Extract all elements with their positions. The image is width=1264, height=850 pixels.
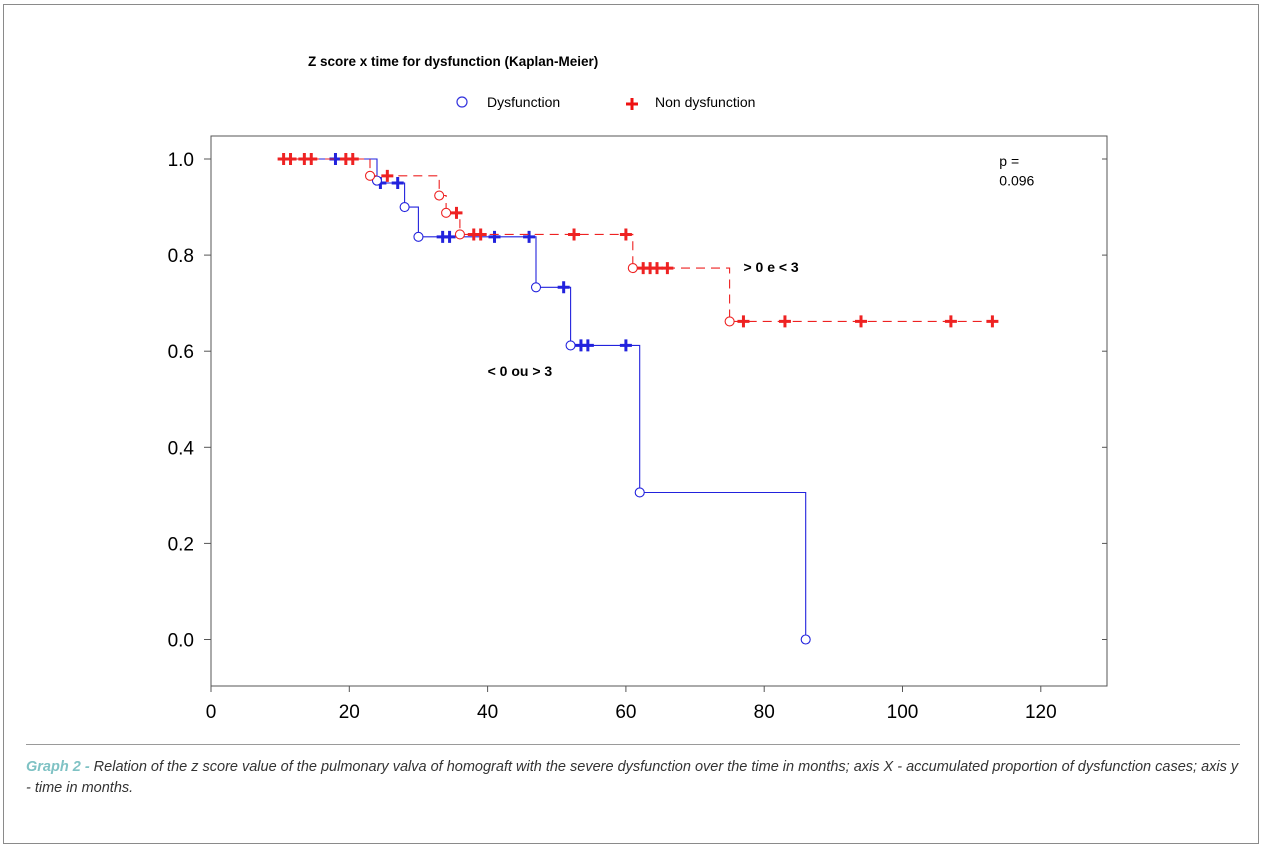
legend-dysfunction-label: Dysfunction — [487, 94, 560, 110]
blue-event-marker — [634, 487, 645, 498]
blue-censor-mark — [581, 339, 594, 352]
red-event-marker — [434, 190, 445, 201]
red-censor-mark — [381, 169, 394, 182]
y-tick-label: 0.8 — [168, 246, 194, 267]
red-event-marker — [441, 207, 452, 218]
legend-non-dysfunction-label: Non dysfunction — [655, 94, 755, 110]
annotation-p-value: 0.096 — [999, 172, 1034, 188]
blue-event-marker — [399, 202, 410, 213]
y-tick-label: 0.4 — [168, 438, 195, 459]
caption-lead: Graph 2 - — [26, 759, 90, 775]
red-censor-mark — [855, 315, 868, 328]
x-tick-label: 80 — [754, 702, 775, 723]
blue-step-line — [280, 158, 807, 640]
blue-censor-mark — [443, 230, 456, 243]
red-event-marker — [454, 229, 465, 240]
red-censor-mark — [568, 228, 581, 241]
red-censor-mark — [986, 315, 999, 328]
red-censor-mark — [651, 262, 664, 275]
red-censor-mark — [944, 315, 957, 328]
y-axis: 0.0 0.2 0.4 0.6 0.8 1.0 — [168, 150, 1107, 652]
red-censor-mark — [346, 153, 359, 165]
red-censor-mark — [737, 315, 750, 328]
series-layer — [277, 153, 999, 645]
caption-text: Relation of the z score value of the pul… — [26, 759, 1239, 796]
x-tick-label: 0 — [206, 702, 217, 723]
x-tick-label: 60 — [615, 702, 636, 723]
chart-title: Z score x time for dysfunction (Kaplan-M… — [308, 54, 598, 69]
red-censor-mark — [778, 315, 791, 328]
x-axis: 0 20 40 60 80 100 120 — [206, 686, 1057, 723]
blue-event-marker — [565, 340, 576, 351]
blue-event-marker — [800, 634, 811, 645]
blue-censor-mark — [391, 177, 404, 190]
red-event-marker — [724, 316, 735, 327]
blue-censor-mark — [557, 281, 570, 294]
annotation-p-label: p = — [999, 153, 1019, 169]
caption-divider — [26, 744, 1240, 745]
red-censor-mark — [474, 228, 487, 241]
figure-frame — [3, 4, 1259, 844]
red-censor-mark — [305, 153, 318, 165]
blue-censor-mark — [488, 230, 501, 243]
red-censor-mark — [284, 153, 297, 165]
legend-non-dysfunction-marker — [626, 98, 638, 110]
blue-event-marker — [413, 231, 424, 242]
annotation-group-upper: > 0 e < 3 — [743, 259, 798, 275]
blue-event-marker — [530, 282, 542, 293]
red-censor-mark — [619, 228, 632, 241]
y-tick-label: 0.6 — [168, 342, 194, 363]
y-tick-label: 0.2 — [168, 534, 194, 555]
blue-series — [280, 153, 811, 645]
red-series — [277, 153, 999, 328]
x-tick-label: 100 — [887, 702, 919, 723]
x-tick-label: 20 — [339, 702, 360, 723]
annotation-layer: p = 0.096 > 0 e < 3 < 0 ou > 3 — [488, 153, 1035, 379]
legend: Dysfunction Non dysfunction — [456, 94, 755, 110]
red-event-marker — [627, 263, 638, 274]
annotation-group-lower: < 0 ou > 3 — [488, 363, 553, 379]
blue-censor-mark — [523, 230, 536, 243]
y-tick-label: 0.0 — [168, 631, 194, 652]
legend-dysfunction-marker — [456, 96, 468, 108]
y-tick-label: 1.0 — [168, 150, 194, 171]
red-event-marker — [364, 170, 376, 181]
red-censor-mark — [450, 206, 463, 219]
x-tick-label: 120 — [1025, 702, 1057, 723]
plot-area — [210, 135, 1108, 687]
x-tick-label: 40 — [477, 702, 498, 723]
blue-censor-mark — [619, 339, 632, 352]
red-censor-mark — [661, 262, 674, 275]
figure-caption: Graph 2 - Relation of the z score value … — [26, 757, 1240, 799]
